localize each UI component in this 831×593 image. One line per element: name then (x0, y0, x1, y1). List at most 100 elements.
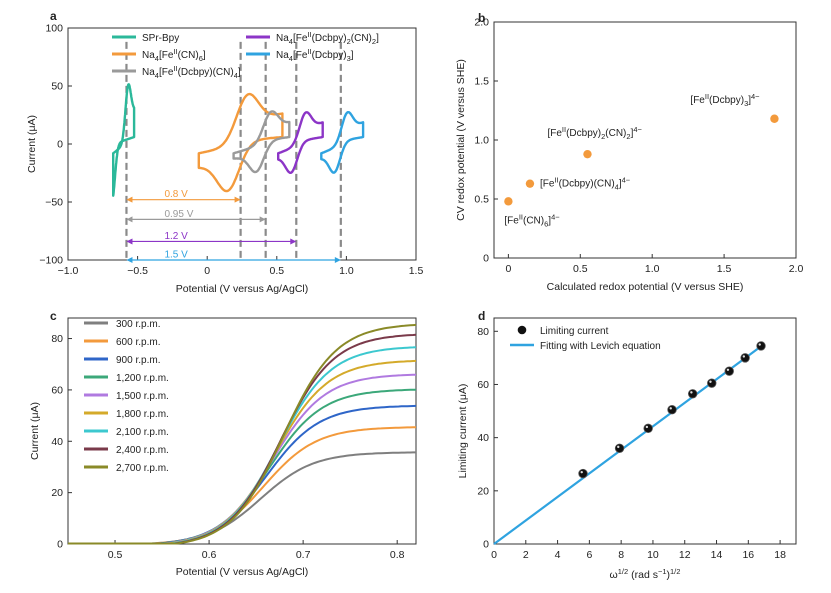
panel-d-frame (493, 317, 797, 545)
panel-a-xlabel: Potential (V versus Ag/AgCl) (176, 283, 308, 295)
panel-c-ytick-label: 40 (51, 436, 63, 448)
panel-d-xtick-label: 2 (523, 549, 529, 561)
panel-a-cv-curve (112, 83, 136, 197)
panel-d-data-point-highlight (645, 425, 649, 429)
panel-a-xtick-label: 1.0 (339, 265, 354, 277)
panel-a-cv-curve (232, 110, 291, 174)
panel-b-ytick-label: 2.0 (474, 17, 489, 29)
panel-a-ytick-label: −100 (39, 255, 63, 267)
panel-b-data-point (770, 114, 779, 123)
panel-d-fit-line (493, 344, 764, 545)
panel-b-data-point (525, 179, 535, 188)
panel-d-legend-label: Fitting with Levich equation (540, 341, 661, 352)
panel-d-data-point (756, 341, 766, 351)
panel-b-ytick-label: 0 (483, 253, 489, 265)
panel-c-legend-label: 2,700 r.p.m. (116, 463, 169, 474)
panel-a-xtick-label: 0 (204, 265, 210, 277)
panel-d-ytick-label: 60 (477, 379, 489, 391)
panel-a-gap-label: 1.5 V (164, 250, 188, 261)
panel-d-xtick-label: 6 (586, 549, 592, 561)
panel-d-data-point-highlight (709, 380, 712, 383)
panel-b-point-label: [FeII(Dcbpy)2(CN)2]4− (547, 125, 642, 141)
panel-b-xtick-label: 1.5 (717, 263, 732, 275)
panel-d-data-point-highlight (742, 355, 746, 358)
panel-d-data-point-highlight (669, 407, 672, 410)
panel-c-xtick-label: 0.6 (202, 549, 217, 561)
panel-b-xlabel: Calculated redox potential (V versus SHE… (547, 281, 744, 293)
panel-c-series-line (68, 323, 417, 545)
panel-c-legend-label: 2,100 r.p.m. (116, 427, 169, 438)
panel-a-xtick-label: −0.5 (127, 265, 148, 277)
panel-d-data-point-highlight (580, 470, 583, 474)
panel-c-legend-label: 600 r.p.m. (116, 337, 160, 348)
panel-c-ytick-label: 60 (51, 384, 63, 396)
panel-a-legend-label: Na4[FeII(Dcbpy)2(CN)2] (276, 30, 379, 46)
panel-c-ytick-label: 0 (57, 539, 63, 551)
panel-c-ylabel: Current (μA) (29, 402, 41, 460)
panel-d-data-point (643, 423, 653, 434)
panel-a-gap-arrowhead (259, 216, 266, 223)
panel-d-label: d (478, 309, 485, 323)
panel-a-xtick-label: 1.5 (409, 265, 424, 277)
panel-c-xtick-label: 0.5 (108, 549, 123, 561)
panel-d-data-point-highlight (617, 445, 620, 449)
panel-c-legend-label: 1,500 r.p.m. (116, 391, 169, 402)
panel-b-point-label: [FeII(CN)6]4− (504, 212, 560, 228)
panel-a-cv-curve (277, 111, 324, 174)
panel-a-cv-curve (320, 111, 365, 174)
panel-d-data-point (724, 366, 734, 376)
panel-a-legend-label: Na4[FeII(Dcbpy)(CN)4] (142, 64, 241, 80)
panel-c-legend-label: 1,200 r.p.m. (116, 373, 169, 384)
panel-d-ytick-label: 40 (477, 432, 489, 444)
panel-c-label: c (50, 309, 57, 323)
panel-d-data-point-highlight (690, 391, 693, 394)
panel-a-legend-label: SPr-Bpy (142, 33, 179, 44)
panel-c-legend-label: 300 r.p.m. (116, 319, 160, 330)
panel-d-ytick-label: 0 (483, 539, 489, 551)
panel-b-data-point (583, 149, 592, 159)
panel-a-xtick-label: 0.5 (269, 265, 284, 277)
panel-d-data-point (687, 389, 698, 399)
panel-c-ytick-label: 80 (51, 333, 63, 345)
panel-d-xtick-label: 4 (555, 549, 561, 561)
panel-c-ytick-label: 20 (51, 487, 63, 499)
panel-a-ytick-label: 100 (45, 23, 63, 35)
panel-a-gap-label: 1.2 V (164, 231, 188, 242)
panel-c-xtick-label: 0.8 (390, 549, 405, 561)
panel-d-data-point (707, 378, 717, 388)
panel-c-legend-label: 1,800 r.p.m. (116, 409, 169, 420)
panel-d-legend-marker (517, 325, 527, 335)
panel-b-ytick-label: 0.5 (474, 194, 489, 206)
panel-b-ylabel: CV redox potential (V versus SHE) (455, 59, 467, 221)
panel-a-gap-arrowhead (126, 196, 133, 203)
panel-b-point-label: [FeII(Dcbpy)(CN)4]4− (540, 176, 631, 192)
panel-a-ytick-label: −50 (45, 197, 63, 209)
panel-d-xtick-label: 16 (742, 549, 754, 561)
panel-a-gap-arrowhead (126, 238, 133, 245)
panel-a-gap-arrowhead (290, 238, 297, 245)
panel-d-data-point (740, 353, 750, 363)
panel-a-ytick-label: 0 (57, 139, 63, 151)
panel-c-xtick-label: 0.7 (296, 549, 311, 561)
panel-d-data-point-highlight (726, 368, 730, 371)
panel-b-label: b (478, 11, 485, 25)
panel-d-xtick-label: 0 (491, 549, 497, 561)
panel-c-legend-label: 900 r.p.m. (116, 355, 160, 366)
panel-d-ylabel: Limiting current (μA) (457, 384, 469, 479)
panel-a-xtick-label: −1.0 (58, 265, 79, 277)
panel-a-ylabel: Current (μA) (26, 115, 38, 173)
panel-d-ytick-label: 80 (477, 326, 489, 338)
panel-a-legend-label: Na4[FeII(Dcbpy)3] (276, 47, 354, 63)
panel-a-gap-arrowhead (334, 257, 341, 263)
panel-d-data-point-highlight (758, 343, 761, 346)
panel-b-ytick-label: 1.0 (474, 135, 489, 147)
panel-b-ytick-label: 1.5 (474, 76, 489, 88)
panel-d-xlabel: ω1/2 (rad s−1)1/2 (610, 567, 681, 581)
panel-a-legend-label: Na4[FeII(CN)6] (142, 47, 206, 63)
panel-d-legend-label: Limiting current (540, 326, 609, 337)
panel-d-xtick-label: 8 (618, 549, 624, 561)
panel-a-gap-arrowhead (234, 196, 241, 203)
panel-a-gap-label: 0.8 V (164, 189, 188, 200)
panel-a-label: a (50, 9, 57, 23)
panel-d-xtick-label: 14 (711, 549, 723, 561)
